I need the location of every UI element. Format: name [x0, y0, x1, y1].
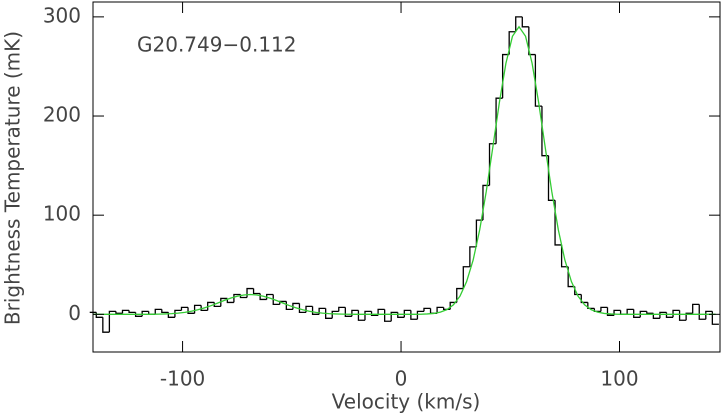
spectrum-step	[102, 317, 110, 333]
spectrum-step	[357, 310, 365, 321]
spectrum-step	[410, 310, 418, 320]
spectrum-step	[311, 306, 320, 315]
spectrum-step	[515, 16, 523, 32]
spectrum-step	[567, 266, 575, 288]
spectrum-step	[521, 16, 529, 28]
spectrum-step	[338, 306, 346, 312]
spectrum-step	[698, 304, 706, 320]
spectrum-step	[652, 313, 660, 319]
spectrum-step	[108, 310, 116, 333]
y-tick-label: 300	[43, 3, 81, 27]
spectrum-step	[200, 305, 208, 312]
spectrum-step	[416, 310, 424, 320]
spectrum-step	[626, 308, 634, 315]
spectrum-step	[587, 302, 595, 310]
spectrum-step	[678, 310, 687, 321]
spectrum-step	[711, 311, 719, 325]
spectrum-step	[633, 309, 641, 318]
spectrum-step	[121, 309, 130, 314]
spectrum-step	[331, 310, 339, 319]
spectrum-step	[390, 311, 398, 322]
spectrum-step	[423, 307, 431, 312]
spectrum-step	[436, 306, 444, 314]
fit-line	[93, 25, 716, 315]
spectrum-step	[705, 310, 713, 320]
spectrum-step	[692, 303, 700, 314]
spectrum-step	[639, 310, 647, 318]
spectrum-step	[233, 293, 241, 303]
x-axis-label: Velocity (km/s)	[332, 390, 481, 414]
x-tick-label: 0	[395, 367, 408, 391]
spectrum-step	[600, 306, 608, 312]
spectrum-step	[115, 311, 123, 314]
spectrum-step	[128, 310, 136, 313]
spectrum-step	[134, 312, 143, 317]
spectrum-step	[377, 308, 385, 316]
spectrum-step	[180, 306, 189, 311]
spectrum-step	[403, 309, 411, 318]
x-tick-label: 100	[600, 367, 638, 391]
spectrum-step	[364, 310, 372, 321]
y-tick-label: 0	[68, 301, 81, 325]
spectrum-step	[161, 309, 169, 313]
spectrum-step	[252, 288, 261, 295]
spectrum-step	[508, 31, 516, 55]
spectrum-step	[646, 311, 654, 314]
spectrum-step	[685, 312, 693, 321]
spectrum-step	[528, 26, 536, 56]
annotation: G20.749−0.112	[137, 33, 297, 57]
x-tick-label: -100	[160, 367, 205, 391]
spectrum-step	[456, 287, 464, 303]
spectrum-step	[554, 200, 562, 246]
spectrum-step	[580, 294, 588, 304]
y-tick-label: 200	[43, 103, 81, 127]
spectrum-step	[325, 308, 333, 319]
spectrum-step	[207, 301, 215, 311]
y-axis-label: Brightness Temperature (mK)	[1, 31, 25, 325]
spectrum-step	[469, 246, 477, 267]
spectrum-step	[659, 311, 667, 319]
spectrum-step	[344, 307, 352, 317]
spectrum-step	[272, 294, 280, 306]
spectrum-step	[560, 244, 569, 268]
spectrum-step	[462, 266, 470, 289]
spectrum-step	[672, 309, 680, 318]
spectrum-step	[154, 308, 162, 315]
y-tick-label: 100	[43, 202, 81, 226]
spectrum-step	[384, 309, 392, 322]
spectrum-step	[606, 307, 615, 316]
plot-frame	[92, 1, 721, 353]
spectrum-step	[370, 311, 379, 316]
spectrum-step	[187, 307, 195, 314]
spectrum-step	[220, 297, 228, 307]
spectrum-step	[174, 309, 182, 318]
spectrum-step	[298, 303, 307, 313]
